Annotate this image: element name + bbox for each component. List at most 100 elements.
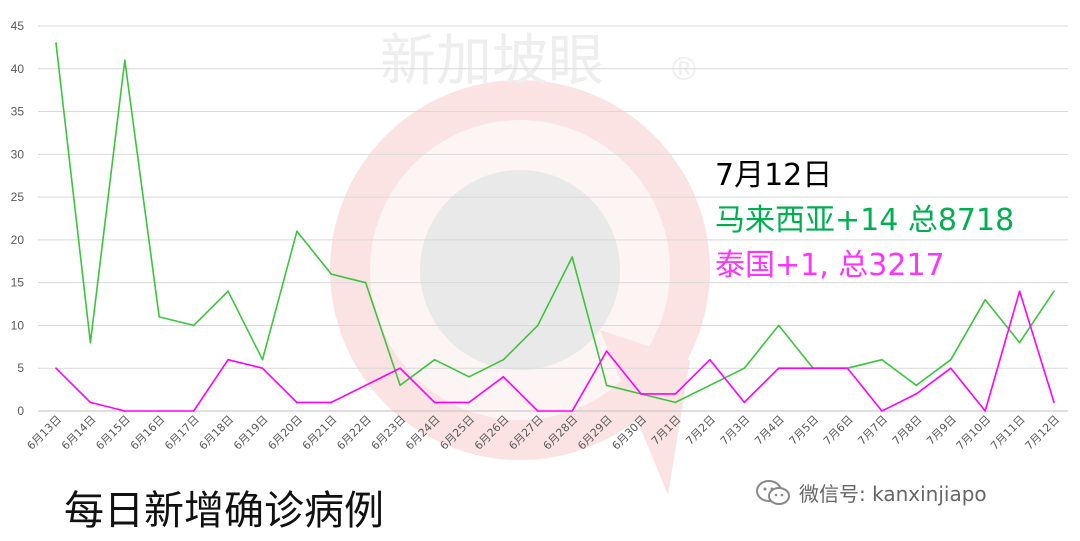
data-point-thailand bbox=[777, 367, 780, 370]
data-point-malaysia bbox=[227, 290, 229, 293]
data-point-malaysia bbox=[192, 324, 195, 327]
data-point-malaysia bbox=[674, 401, 677, 404]
x-tick-label: 7月6日 bbox=[821, 413, 856, 448]
data-point-thailand bbox=[846, 367, 849, 370]
annotation-date: 7月12日 bbox=[715, 158, 833, 193]
y-tick-label: 15 bbox=[11, 276, 25, 290]
y-tick-label: 5 bbox=[17, 361, 24, 375]
data-point-malaysia bbox=[502, 358, 505, 361]
y-tick-label: 35 bbox=[11, 105, 25, 119]
y-tick-label: 30 bbox=[11, 147, 25, 161]
data-point-thailand bbox=[640, 393, 642, 395]
y-tick-label: 40 bbox=[11, 62, 25, 76]
data-point-thailand bbox=[158, 410, 161, 412]
data-point-thailand bbox=[743, 401, 746, 404]
x-tick-label: 7月10日 bbox=[954, 413, 994, 453]
x-tick-label: 7月8日 bbox=[890, 413, 925, 448]
data-point-thailand bbox=[915, 393, 918, 395]
data-point-thailand bbox=[984, 410, 986, 412]
data-point-malaysia bbox=[296, 230, 298, 233]
data-point-malaysia bbox=[949, 358, 952, 361]
data-point-thailand bbox=[399, 367, 401, 370]
watermark-text: 新加坡眼 bbox=[380, 29, 604, 94]
data-point-malaysia bbox=[605, 384, 608, 387]
data-point-malaysia bbox=[124, 59, 126, 62]
data-point-malaysia bbox=[399, 384, 401, 387]
data-point-thailand bbox=[502, 375, 505, 378]
data-point-malaysia bbox=[915, 384, 918, 387]
data-point-malaysia bbox=[536, 324, 539, 327]
data-point-thailand bbox=[881, 410, 883, 412]
data-point-thailand bbox=[1053, 401, 1055, 404]
x-tick-label: 6月13日 bbox=[25, 413, 65, 453]
watermark-logo-core bbox=[420, 170, 620, 370]
y-tick-label: 0 bbox=[17, 404, 24, 418]
x-tick-label: 6月14日 bbox=[59, 413, 99, 453]
data-point-thailand bbox=[468, 401, 470, 404]
data-point-thailand bbox=[330, 401, 333, 404]
data-point-malaysia bbox=[433, 358, 436, 361]
x-tick-label: 6月21日 bbox=[300, 413, 340, 453]
data-point-thailand bbox=[192, 410, 195, 412]
series-lines bbox=[55, 42, 1055, 412]
data-point-thailand bbox=[364, 384, 367, 387]
series-line-thailand bbox=[55, 290, 1055, 412]
x-tick-label: 6月19日 bbox=[231, 413, 271, 453]
data-point-thailand bbox=[55, 367, 57, 370]
x-tick-label: 7月3日 bbox=[718, 413, 753, 448]
x-tick-label: 7月11日 bbox=[988, 413, 1028, 453]
wechat-icon bbox=[756, 479, 790, 505]
x-tick-label: 7月12日 bbox=[1023, 413, 1063, 453]
data-point-thailand bbox=[296, 401, 298, 404]
y-tick-label: 45 bbox=[11, 19, 25, 33]
y-tick-label: 25 bbox=[11, 190, 25, 204]
data-point-malaysia bbox=[709, 384, 711, 387]
wechat-credit: 微信号: kanxinjiapo bbox=[755, 478, 987, 507]
y-tick-label: 10 bbox=[11, 318, 25, 332]
data-point-thailand bbox=[536, 410, 539, 412]
x-tick-label: 6月15日 bbox=[93, 413, 133, 453]
x-tick-label: 7月2日 bbox=[683, 413, 718, 448]
series-line-malaysia bbox=[55, 43, 1055, 404]
data-point-malaysia bbox=[743, 367, 746, 370]
chart-caption: 每日新增确诊病例 bbox=[64, 488, 384, 534]
x-tick-label: 7月5日 bbox=[787, 413, 822, 448]
series-thailand bbox=[55, 290, 1055, 412]
x-tick-label: 6月16日 bbox=[128, 413, 168, 453]
data-point-malaysia bbox=[984, 298, 986, 301]
data-point-malaysia bbox=[158, 316, 161, 318]
x-tick-label: 7月4日 bbox=[752, 413, 787, 448]
y-axis-ticks: 0 5 10 15 20 25 30 35 40 45 bbox=[11, 19, 25, 418]
data-point-malaysia bbox=[1018, 341, 1021, 344]
data-point-malaysia bbox=[571, 256, 574, 258]
x-tick-label: 6月22日 bbox=[334, 413, 374, 453]
data-point-thailand bbox=[124, 410, 126, 412]
x-tick-label: 6月18日 bbox=[197, 413, 237, 453]
data-point-malaysia bbox=[1053, 290, 1055, 293]
data-point-malaysia bbox=[881, 358, 883, 361]
data-point-thailand bbox=[605, 350, 608, 352]
data-point-thailand bbox=[433, 401, 436, 404]
data-point-thailand bbox=[709, 358, 711, 361]
data-point-thailand bbox=[1018, 290, 1021, 293]
x-tick-label: 7月7日 bbox=[855, 413, 890, 448]
data-point-thailand bbox=[227, 358, 229, 361]
x-tick-label: 6月23日 bbox=[369, 413, 409, 453]
data-point-malaysia bbox=[468, 375, 470, 378]
data-point-malaysia bbox=[261, 358, 264, 361]
annotation-malaysia: 马来西亚+14 总8718 bbox=[715, 203, 1015, 238]
data-point-malaysia bbox=[364, 281, 367, 284]
data-point-malaysia bbox=[777, 324, 780, 327]
data-point-thailand bbox=[571, 410, 574, 412]
data-point-malaysia bbox=[89, 341, 92, 344]
x-tick-label: 6月20日 bbox=[265, 413, 305, 453]
x-tick-label: 6月17日 bbox=[162, 413, 202, 453]
data-point-thailand bbox=[812, 367, 814, 370]
y-tick-label: 20 bbox=[11, 233, 25, 247]
series-malaysia bbox=[55, 42, 1055, 404]
annotation-thailand: 泰国+1, 总3217 bbox=[715, 248, 945, 283]
data-point-malaysia bbox=[55, 42, 57, 44]
data-point-thailand bbox=[261, 367, 264, 370]
data-point-thailand bbox=[949, 367, 952, 370]
